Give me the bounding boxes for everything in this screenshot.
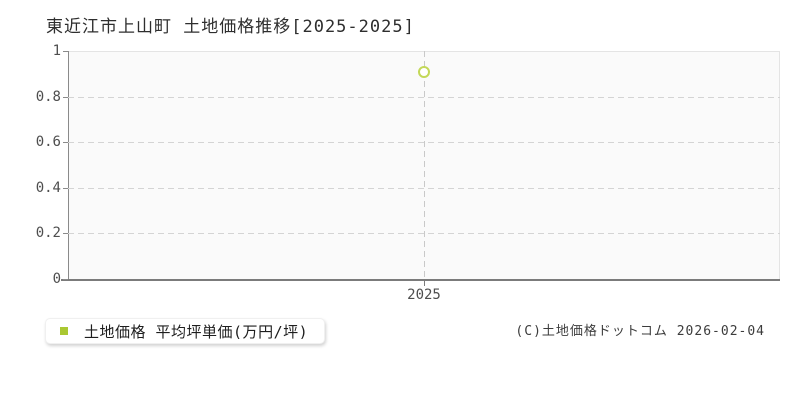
y-tick-mark xyxy=(63,96,68,98)
y-tick-label: 0.4 xyxy=(35,179,61,196)
chart-title: 東近江市上山町 土地価格推移[2025-2025] xyxy=(46,17,415,37)
x-tick-mark xyxy=(424,281,425,286)
y-tick-label: 1 xyxy=(52,43,61,59)
y-tick-mark xyxy=(63,187,68,189)
data-point-marker xyxy=(418,65,430,78)
x-axis-line xyxy=(61,279,780,281)
y-tick-label: 0.8 xyxy=(35,88,61,105)
y-tick-label: 0.2 xyxy=(35,225,61,242)
y-tick-mark xyxy=(63,51,68,52)
y-tick-mark xyxy=(63,233,68,235)
y-tick-label: 0 xyxy=(52,271,61,287)
copyright-text: (C)土地価格ドットコム 2026-02-04 xyxy=(515,324,765,339)
x-tick-label: 2025 xyxy=(407,287,441,303)
y-tick-mark xyxy=(63,279,68,280)
legend-label: 土地価格 平均坪単価(万円/坪) xyxy=(84,322,309,341)
y-tick-label: 0.6 xyxy=(35,134,61,151)
y-tick-mark xyxy=(63,142,68,144)
y-axis-line xyxy=(68,51,69,281)
x-gridline xyxy=(424,51,425,279)
legend: 土地価格 平均坪単価(万円/坪) xyxy=(45,318,326,344)
legend-swatch-icon xyxy=(60,327,68,335)
